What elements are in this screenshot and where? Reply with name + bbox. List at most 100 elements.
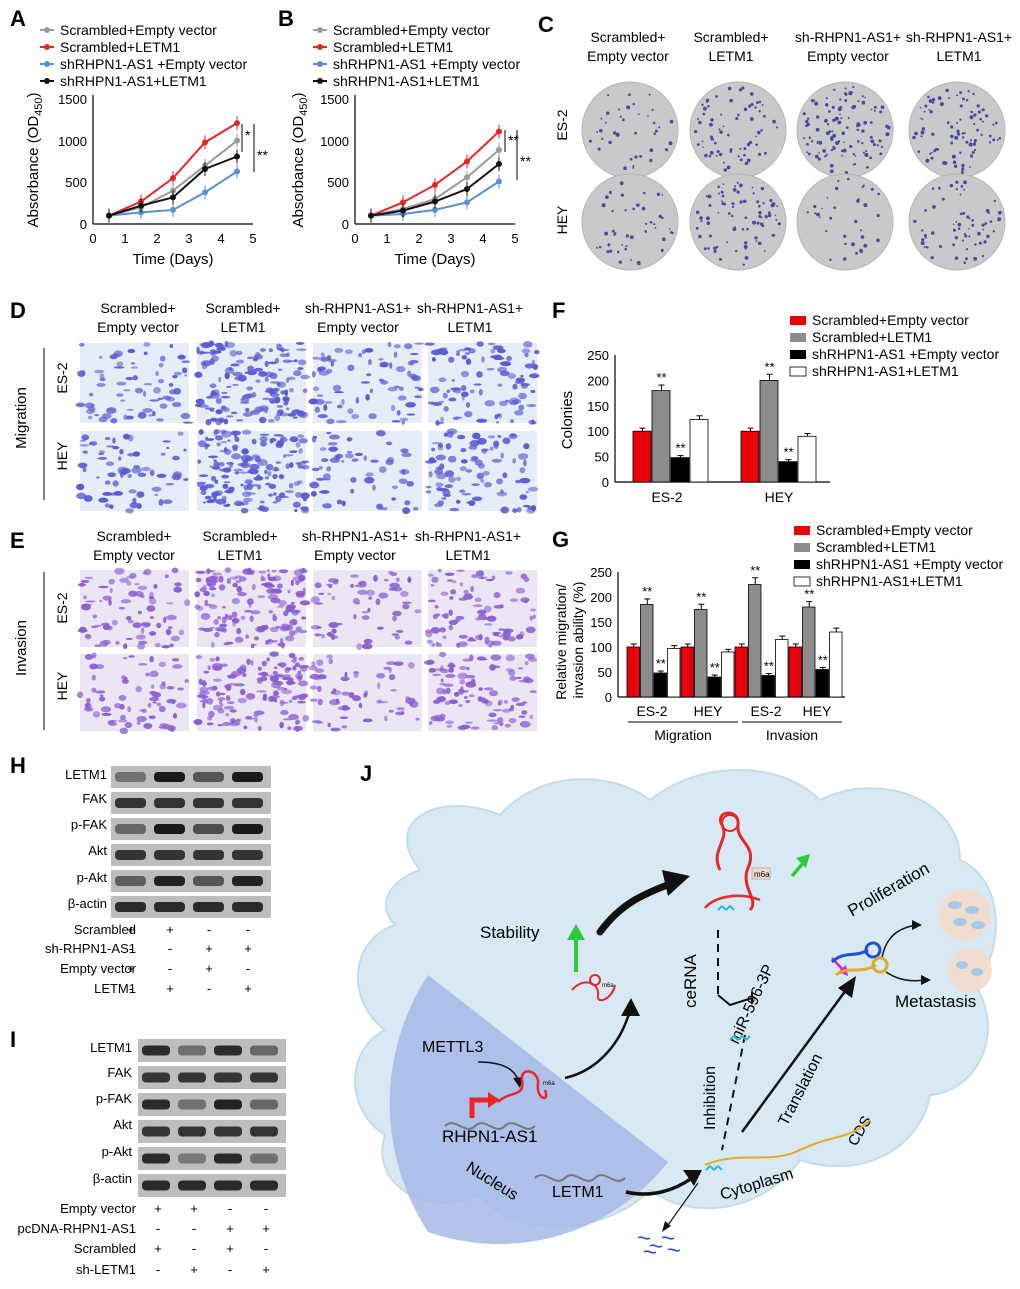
cell-blob: [443, 494, 451, 497]
cell-blob: [424, 460, 433, 464]
colony-dot: [869, 135, 873, 139]
cell-blob: [385, 459, 394, 466]
chart-g-yticks: 0 50 100 150 200 250: [590, 565, 612, 705]
blot-band: [232, 772, 263, 782]
colony-dot: [964, 257, 968, 261]
bar-sig-label: **: [710, 660, 720, 675]
cell-blob: [238, 471, 250, 474]
cell-blob: [393, 344, 401, 349]
cell-blob: [351, 413, 360, 419]
cell-blob: [153, 386, 161, 394]
colony-dot: [992, 123, 995, 126]
cell-blob: [311, 719, 322, 724]
cell-blob: [509, 397, 520, 405]
cell-blob: [120, 471, 124, 479]
colony-dot: [825, 97, 828, 100]
cell-blob: [341, 459, 345, 464]
colony-dot: [844, 99, 848, 102]
cell-blob: [279, 353, 290, 357]
colony-dot: [959, 91, 963, 95]
cell-blob: [277, 642, 286, 647]
cell-blob: [254, 715, 258, 723]
cell-blob: [425, 485, 432, 489]
cell-blob: [165, 482, 175, 486]
colony-dot: [754, 106, 757, 109]
colony-dot: [713, 246, 717, 251]
colony-dot: [624, 209, 627, 212]
cell-blob: [439, 643, 443, 648]
condition-sign: -: [129, 981, 133, 996]
cell-blob: [375, 430, 386, 437]
colony-dot: [930, 156, 934, 160]
cell-blob: [271, 569, 277, 573]
cell-blob: [341, 399, 345, 405]
cell-blob: [215, 397, 222, 405]
cell-blob: [148, 596, 155, 600]
cell-blob: [452, 417, 460, 420]
colony-dot: [959, 193, 962, 196]
cell-blob: [172, 455, 180, 461]
cell-blob: [320, 633, 326, 639]
colony-dot: [936, 147, 940, 151]
chart-b-yticks: 0 500 1000 1500: [320, 92, 349, 232]
transcription-arrow-icon: [469, 1097, 490, 1118]
cell-blob: [326, 583, 333, 587]
cell-blob: [452, 580, 457, 584]
cell-blob: [497, 701, 501, 706]
cell-blob: [401, 420, 406, 425]
mettl3-label: METTL3: [422, 1039, 483, 1056]
cell-blob: [351, 695, 362, 702]
panel-h-condition-label: Empty vector: [60, 961, 137, 976]
condition-sign: -: [228, 1262, 232, 1277]
cell-blob: [438, 400, 445, 403]
cell-blob: [218, 584, 226, 591]
cell-blob: [130, 366, 138, 369]
cell-blob: [329, 457, 340, 464]
cell-blob: [424, 342, 435, 346]
panel-c-col-label: sh-RHPN1-AS1+: [795, 29, 901, 45]
cell-blob: [256, 690, 267, 693]
chart-f-ytick: 200: [587, 373, 609, 388]
cell-blob: [300, 374, 310, 380]
cell-blob: [206, 698, 214, 705]
colony-dot: [702, 112, 706, 116]
cell-blob: [327, 722, 331, 728]
colony-dot: [743, 244, 748, 249]
cell-blob: [195, 398, 205, 405]
colony-dot: [601, 137, 604, 141]
cell-blob: [520, 374, 524, 378]
data-point: [464, 158, 470, 165]
colony-dot: [924, 209, 927, 212]
cell-blob: [447, 455, 457, 463]
colony-dot: [832, 118, 836, 122]
cell-blob: [522, 340, 533, 348]
cell-blob: [396, 410, 401, 416]
cell-blob: [529, 615, 534, 621]
cell-blob: [414, 386, 420, 389]
chart-a-ylabel-sub: 450: [33, 97, 45, 115]
cell-blob: [203, 590, 210, 597]
cell-blob: [500, 452, 504, 459]
cell-blob: [435, 472, 447, 480]
cell-blob: [298, 447, 303, 454]
cell-blob: [447, 579, 454, 583]
colony-dot: [760, 186, 765, 191]
cell-blob: [328, 446, 339, 452]
chart-g: Scrambled+Empty vector Scrambled+LETM1 s…: [553, 522, 1003, 743]
colony-dot: [608, 140, 612, 145]
blot-band: [115, 824, 146, 834]
cell-blob: [460, 459, 468, 464]
colony-dot: [872, 143, 876, 147]
cell-blob: [94, 624, 102, 628]
cell-blob: [448, 624, 453, 631]
cell-blob: [257, 485, 262, 490]
cell-blob: [121, 674, 126, 680]
colony-dot: [859, 229, 862, 232]
cell-blob: [458, 641, 468, 648]
cell-blob: [118, 606, 126, 610]
cell-blob: [136, 721, 141, 725]
colony-dot: [952, 228, 956, 232]
cell-blob: [296, 592, 305, 598]
cell-blob: [442, 688, 447, 695]
colony-dot: [840, 149, 844, 153]
